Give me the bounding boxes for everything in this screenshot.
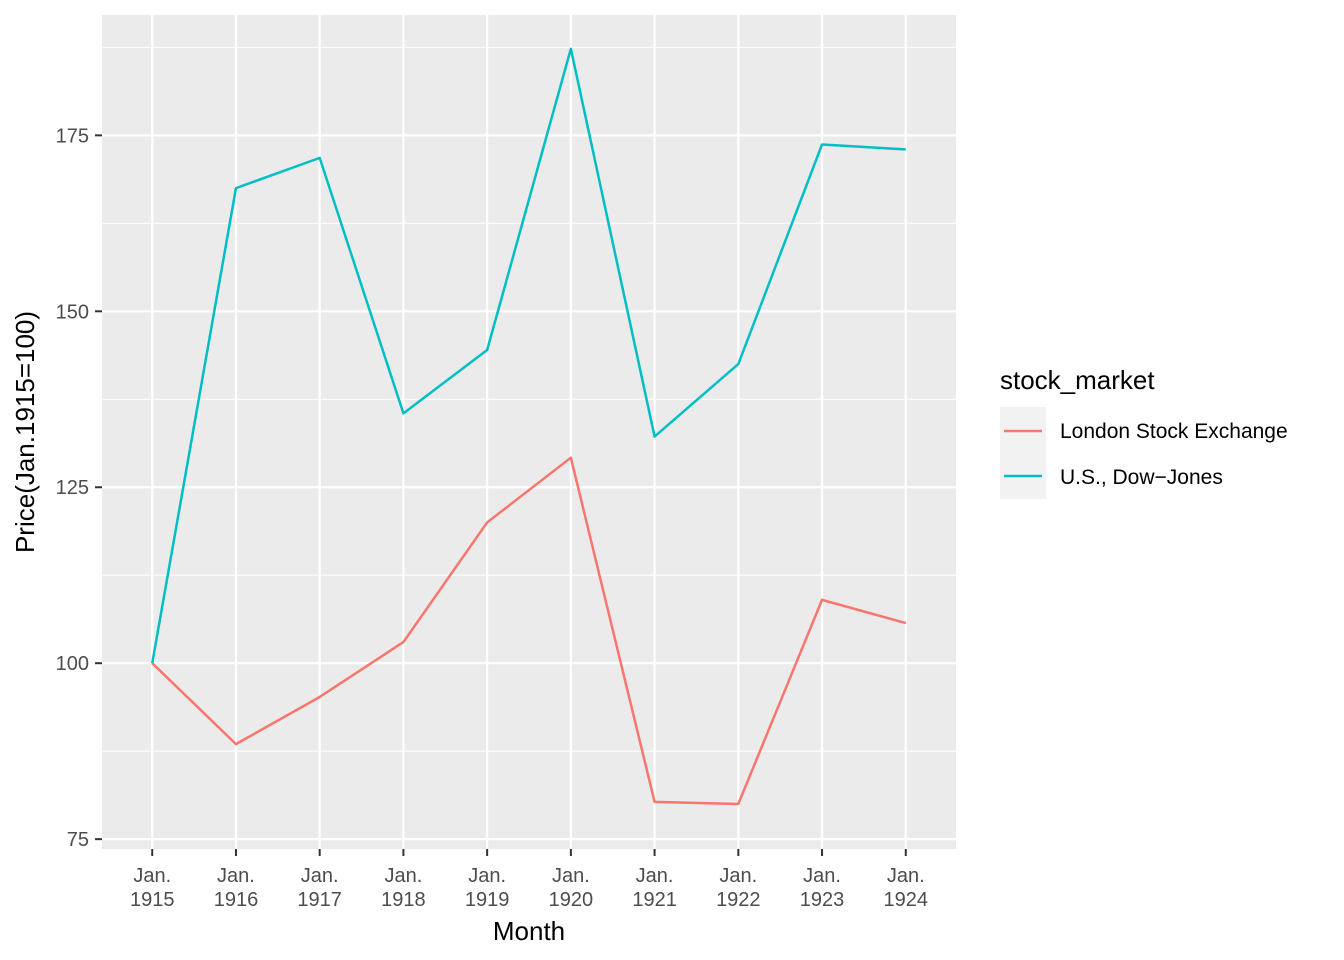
- grid-minor: [102, 46, 956, 752]
- legend-label-us-dow-jones: U.S., Dow−Jones: [1060, 466, 1223, 489]
- x-tick-label-month: Jan.: [301, 865, 339, 887]
- x-tick-label-year: 1917: [297, 889, 342, 911]
- legend-key-background: [1000, 407, 1046, 499]
- legend-label-london-stock-exchange: London Stock Exchange: [1060, 420, 1288, 443]
- x-axis-title: Month: [493, 916, 565, 946]
- series-line-1: [151, 47, 906, 664]
- y-tick-label: 75: [67, 829, 89, 851]
- y-axis-title: Price(Jan.1915=100): [10, 311, 40, 553]
- x-axis: Jan.1915Jan.1916Jan.1917Jan.1918Jan.1919…: [130, 849, 928, 911]
- x-tick-label-month: Jan.: [552, 865, 590, 887]
- x-tick-label-month: Jan.: [385, 865, 423, 887]
- series-lines: [151, 47, 907, 806]
- legend-title: stock_market: [1000, 365, 1155, 395]
- y-tick-label: 125: [56, 477, 89, 499]
- series-line-0: [151, 456, 907, 806]
- x-tick-label-year: 1919: [465, 889, 510, 911]
- x-tick-label-month: Jan.: [719, 865, 757, 887]
- x-tick-label-month: Jan.: [217, 865, 255, 887]
- x-tick-label-year: 1924: [884, 889, 929, 911]
- x-tick-label-year: 1922: [716, 889, 761, 911]
- x-tick-label-year: 1920: [549, 889, 594, 911]
- x-tick-label-month: Jan.: [887, 865, 925, 887]
- x-tick-label-year: 1921: [632, 889, 677, 911]
- y-tick-label: 150: [56, 301, 89, 323]
- x-tick-label-year: 1916: [214, 889, 259, 911]
- x-tick-label-month: Jan.: [468, 865, 506, 887]
- x-tick-label-month: Jan.: [636, 865, 674, 887]
- x-tick-label-month: Jan.: [133, 865, 171, 887]
- y-tick-label: 100: [56, 653, 89, 675]
- plot-panel: [102, 15, 956, 849]
- y-tick-label: 175: [56, 125, 89, 147]
- y-axis: 75 100 125 150 175: [56, 125, 102, 851]
- x-tick-label-year: 1923: [800, 889, 845, 911]
- legend: stock_market London Stock Exchange U.S.,…: [1000, 365, 1288, 499]
- x-tick-label-year: 1918: [381, 889, 426, 911]
- x-tick-label-month: Jan.: [803, 865, 841, 887]
- x-tick-label-year: 1915: [130, 889, 175, 911]
